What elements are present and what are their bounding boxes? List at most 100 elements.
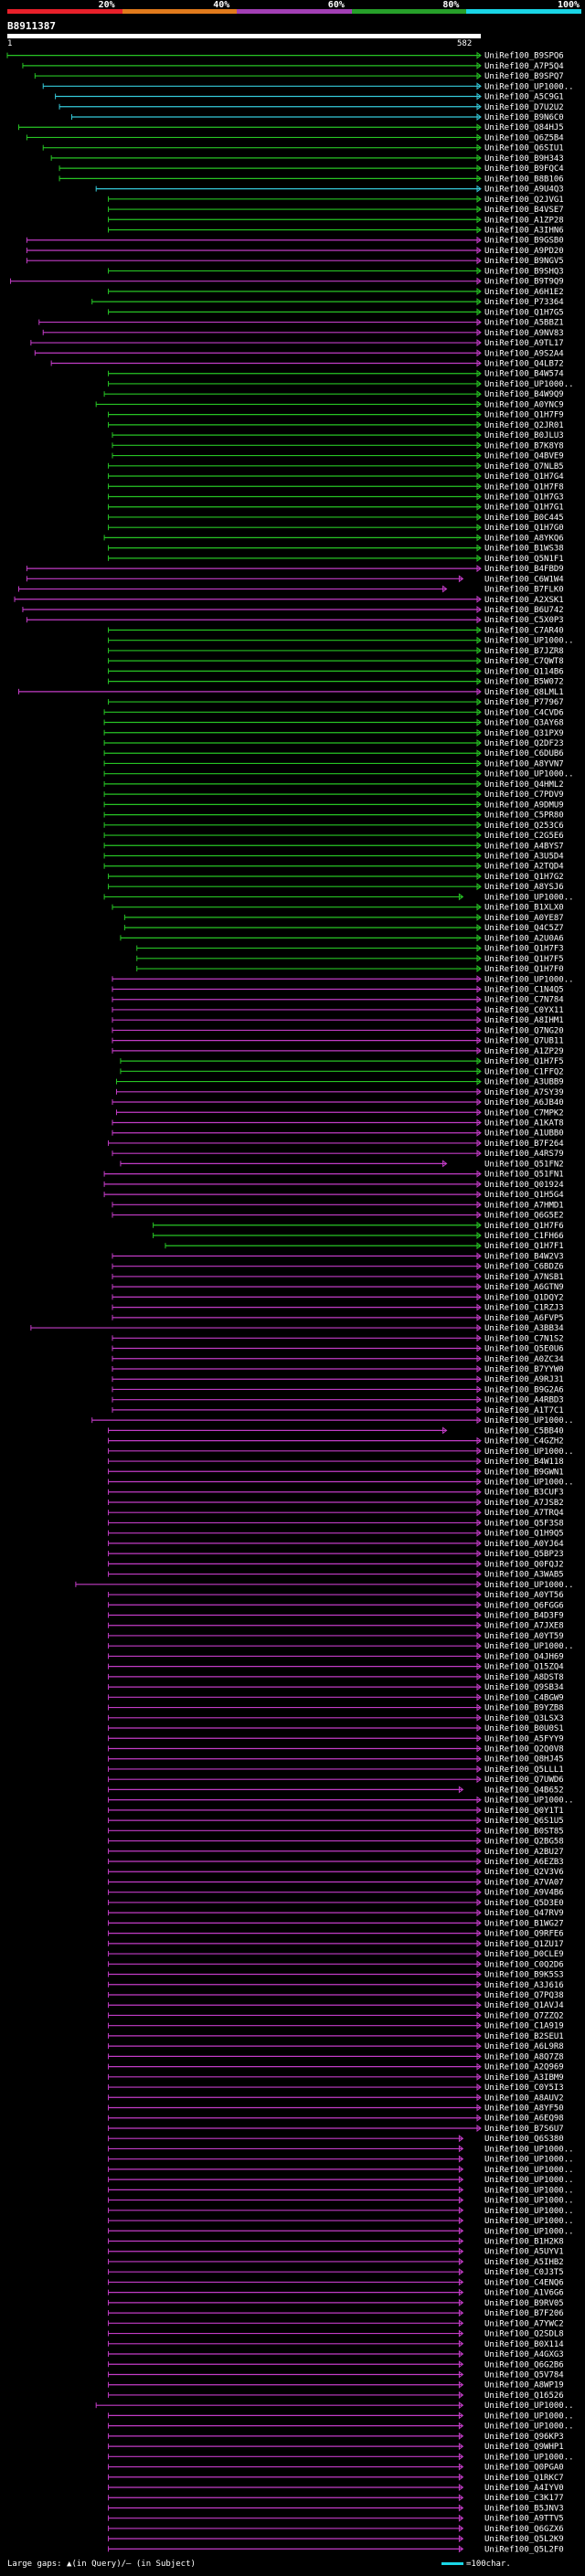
hit-row[interactable]: UniRef100_A0YJ64 xyxy=(108,1539,564,1549)
hit-row[interactable]: UniRef100_B9RV05 xyxy=(108,2298,564,2308)
hit-id-label[interactable]: UniRef100_A8YVN7 xyxy=(484,759,564,769)
hit-row[interactable]: UniRef100_B1WG27 xyxy=(108,1919,564,1928)
hit-row[interactable]: UniRef100_A7VA07 xyxy=(108,1878,564,1887)
hit-row[interactable]: UniRef100_A1ZP29 xyxy=(112,1046,564,1056)
hit-id-label[interactable]: UniRef100_A9V4B6 xyxy=(484,1889,564,1898)
hit-id-label[interactable]: UniRef100_B7JZR8 xyxy=(484,647,564,656)
hit-id-label[interactable]: UniRef100_Q1H7G3 xyxy=(484,493,564,502)
hit-row[interactable]: UniRef100_A5BBZ1 xyxy=(38,318,564,328)
hit-id-label[interactable]: UniRef100_A3IHN6 xyxy=(484,227,564,236)
hit-id-label[interactable]: UniRef100_Q5L2F0 xyxy=(484,2545,564,2554)
hit-row[interactable]: UniRef100_B5JNV3 xyxy=(108,2504,564,2513)
hit-row[interactable]: UniRef100_UP1000.. xyxy=(108,2412,574,2421)
hit-id-label[interactable]: UniRef100_A9U4Q3 xyxy=(484,186,564,195)
hit-id-label[interactable]: UniRef100_B8B106 xyxy=(484,175,564,184)
hit-id-label[interactable]: UniRef100_Q1AVJ4 xyxy=(484,2001,564,2010)
hit-row[interactable]: UniRef100_Q1H7G5 xyxy=(108,308,564,317)
hit-row[interactable]: UniRef100_A2XSK1 xyxy=(14,595,564,605)
hit-row[interactable]: UniRef100_Q1H7G2 xyxy=(108,872,564,882)
hit-id-label[interactable]: UniRef100_Q4JH69 xyxy=(484,1652,564,1661)
hit-row[interactable]: UniRef100_A7TRQ4 xyxy=(108,1509,564,1518)
hit-row[interactable]: UniRef100_B0ST85 xyxy=(108,1827,564,1836)
hit-id-label[interactable]: UniRef100_UP1000.. xyxy=(484,770,574,779)
hit-id-label[interactable]: UniRef100_Q7NG20 xyxy=(484,1026,564,1035)
hit-id-label[interactable]: UniRef100_B9FQC4 xyxy=(484,164,564,174)
hit-id-label[interactable]: UniRef100_Q9WHP1 xyxy=(484,2443,564,2452)
hit-row[interactable]: UniRef100_Q7PQ38 xyxy=(108,1990,564,2000)
hit-id-label[interactable]: UniRef100_D7U2U2 xyxy=(484,103,564,112)
hit-id-label[interactable]: UniRef100_A8WP19 xyxy=(484,2381,564,2390)
hit-row[interactable]: UniRef100_B5W072 xyxy=(108,677,564,687)
hit-row[interactable]: UniRef100_C6BDZ6 xyxy=(112,1262,564,1272)
hit-id-label[interactable]: UniRef100_Q5N1F1 xyxy=(484,555,564,564)
hit-id-label[interactable]: UniRef100_B7F264 xyxy=(484,1140,564,1149)
hit-id-label[interactable]: UniRef100_UP1000.. xyxy=(484,2207,574,2216)
hit-id-label[interactable]: UniRef100_B9NGV5 xyxy=(484,257,564,266)
hit-id-label[interactable]: UniRef100_Q5LLL1 xyxy=(484,1765,564,1775)
hit-id-label[interactable]: UniRef100_B0X114 xyxy=(484,2340,564,2349)
hit-id-label[interactable]: UniRef100_C3K177 xyxy=(484,2494,564,2503)
hit-row[interactable]: UniRef100_UP1000.. xyxy=(108,2176,574,2185)
hit-row[interactable]: UniRef100_A6EZB3 xyxy=(108,1858,564,1867)
hit-row[interactable]: UniRef100_Q51FN2 xyxy=(120,1160,564,1169)
hit-id-label[interactable]: UniRef100_Q5BP23 xyxy=(484,1550,564,1559)
hit-id-label[interactable]: UniRef100_A4RBD3 xyxy=(484,1396,564,1405)
hit-id-label[interactable]: UniRef100_C1A919 xyxy=(484,2022,564,2031)
hit-row[interactable]: UniRef100_P73364 xyxy=(91,298,564,307)
hit-row[interactable]: UniRef100_C1RZJ3 xyxy=(112,1303,564,1313)
hit-row[interactable]: UniRef100_Q114B6 xyxy=(108,667,564,676)
hit-row[interactable]: UniRef100_A5C9G1 xyxy=(55,92,564,102)
hit-row[interactable]: UniRef100_B9FQC4 xyxy=(58,164,564,174)
hit-id-label[interactable]: UniRef100_B7FLK0 xyxy=(484,586,564,595)
hit-row[interactable]: UniRef100_C7N1S2 xyxy=(112,1334,564,1343)
hit-id-label[interactable]: UniRef100_UP1000.. xyxy=(484,2176,574,2185)
hit-row[interactable]: UniRef100_Q2Q0V8 xyxy=(108,1744,564,1754)
hit-row[interactable]: UniRef100_B4D3F9 xyxy=(108,1611,564,1621)
hit-id-label[interactable]: UniRef100_C6W1W4 xyxy=(484,575,564,584)
hit-row[interactable]: UniRef100_A8YVN7 xyxy=(103,759,564,769)
hit-row[interactable]: UniRef100_Q2DF23 xyxy=(103,738,564,748)
hit-row[interactable]: UniRef100_A4IYV0 xyxy=(108,2484,564,2493)
hit-row[interactable]: UniRef100_A7NSB1 xyxy=(112,1272,564,1282)
hit-id-label[interactable]: UniRef100_UP1000.. xyxy=(484,1416,574,1426)
hit-id-label[interactable]: UniRef100_UP1000.. xyxy=(484,1581,574,1590)
hit-row[interactable]: UniRef100_C1FFQ2 xyxy=(120,1067,564,1076)
hit-row[interactable]: UniRef100_UP1000.. xyxy=(103,769,574,779)
hit-row[interactable]: UniRef100_A2BU27 xyxy=(108,1847,564,1857)
hit-id-label[interactable]: UniRef100_C1N4Q5 xyxy=(484,986,564,995)
hit-id-label[interactable]: UniRef100_Q1H7G0 xyxy=(484,524,564,533)
hit-id-label[interactable]: UniRef100_UP1000.. xyxy=(484,2227,574,2236)
hit-row[interactable]: UniRef100_UP1000.. xyxy=(42,82,574,91)
hit-id-label[interactable]: UniRef100_A1KAT8 xyxy=(484,1118,564,1128)
hit-row[interactable]: UniRef100_B9YZB8 xyxy=(108,1703,564,1713)
hit-row[interactable]: UniRef100_B9GWN1 xyxy=(108,1468,564,1477)
hit-id-label[interactable]: UniRef100_UP1000.. xyxy=(484,1797,574,1806)
hit-id-label[interactable]: UniRef100_B1WS38 xyxy=(484,545,564,554)
hit-row[interactable]: UniRef100_A3IBM9 xyxy=(108,2072,564,2083)
hit-row[interactable]: UniRef100_B9SPQ7 xyxy=(34,72,564,81)
hit-id-label[interactable]: UniRef100_A6JB40 xyxy=(484,1098,564,1108)
hit-id-label[interactable]: UniRef100_Q6FGG6 xyxy=(484,1601,564,1610)
hit-id-label[interactable]: UniRef100_UP1000.. xyxy=(484,2401,574,2411)
hit-row[interactable]: UniRef100_Q6GZX6 xyxy=(108,2524,564,2534)
hit-row[interactable]: UniRef100_B9NGV5 xyxy=(26,257,564,266)
hit-id-label[interactable]: UniRef100_Q16526 xyxy=(484,2391,564,2401)
hit-row[interactable]: UniRef100_A6FVP5 xyxy=(112,1313,564,1323)
hit-id-label[interactable]: UniRef100_UP1000.. xyxy=(484,2186,574,2195)
hit-id-label[interactable]: UniRef100_B0JLU3 xyxy=(484,431,564,440)
hit-row[interactable]: UniRef100_A3J616 xyxy=(108,1980,564,1990)
hit-row[interactable]: UniRef100_B1H2K8 xyxy=(108,2237,564,2247)
hit-id-label[interactable]: UniRef100_A5C9G1 xyxy=(484,93,564,102)
hit-id-label[interactable]: UniRef100_A7VA07 xyxy=(484,1878,564,1887)
hit-row[interactable]: UniRef100_Q2JVG1 xyxy=(108,195,564,205)
hit-id-label[interactable]: UniRef100_Q7UWD6 xyxy=(484,1776,564,1785)
hit-row[interactable]: UniRef100_Q4BVE9 xyxy=(112,451,564,461)
hit-id-label[interactable]: UniRef100_Q5D3E0 xyxy=(484,1899,564,1908)
hit-row[interactable]: UniRef100_UP1000.. xyxy=(108,2217,574,2226)
hit-id-label[interactable]: UniRef100_A9PD20 xyxy=(484,247,564,256)
hit-id-label[interactable]: UniRef100_Q1H7F5 xyxy=(484,1057,564,1066)
hit-row[interactable]: UniRef100_UP1000.. xyxy=(108,2145,574,2154)
hit-id-label[interactable]: UniRef100_B7YYW0 xyxy=(484,1365,564,1374)
hit-row[interactable]: UniRef100_C0YX11 xyxy=(112,1005,564,1015)
hit-row[interactable]: UniRef100_A9S2A4 xyxy=(34,349,564,358)
